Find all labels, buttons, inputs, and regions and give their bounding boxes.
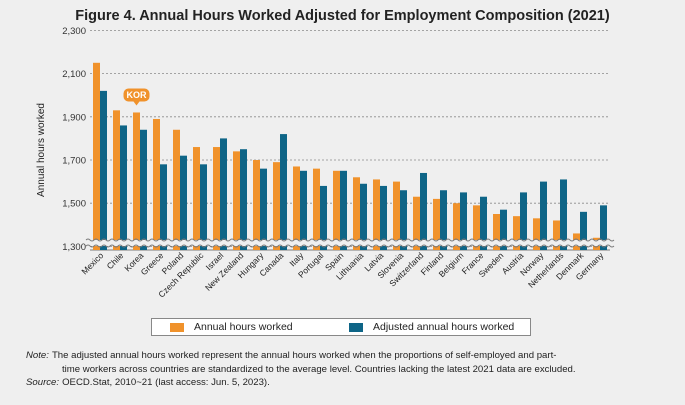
bar-adjusted <box>220 138 227 250</box>
bar-adjusted <box>540 181 547 250</box>
legend-label-adjusted: Adjusted annual hours worked <box>373 321 515 333</box>
bar-adjusted <box>380 185 387 250</box>
bar-annual <box>133 112 140 250</box>
chart-title: Figure 4. Annual Hours Worked Adjusted f… <box>75 8 610 24</box>
source-text: OECD.Stat, 2010~21 (last access: Jun. 5,… <box>62 377 270 388</box>
bar-adjusted <box>260 168 267 250</box>
y-tick-label: 1,900 <box>62 112 86 123</box>
bar-annual <box>313 168 320 250</box>
y-tick-label: 2,100 <box>62 69 86 80</box>
legend-item-adjusted: Adjusted annual hours worked <box>349 321 514 333</box>
bar-adjusted <box>480 196 487 250</box>
annotation-pointer <box>133 101 140 106</box>
note-text-1: The adjusted annual hours worked represe… <box>51 350 557 361</box>
bar-adjusted <box>500 209 507 250</box>
bar-annual <box>293 166 300 250</box>
bar-annual <box>253 160 260 250</box>
bar-adjusted <box>340 170 347 250</box>
bar-adjusted <box>560 179 567 250</box>
bar-annual <box>353 177 360 250</box>
bar-adjusted <box>320 185 327 250</box>
bar-adjusted <box>580 211 587 250</box>
bar-adjusted <box>440 190 447 250</box>
bar-annual <box>473 205 480 250</box>
bar-annual <box>553 220 560 250</box>
bar-adjusted <box>100 90 107 250</box>
bar-annual <box>533 218 540 250</box>
bar-adjusted <box>120 125 127 250</box>
y-tick-label: 1,500 <box>62 199 86 210</box>
bar-adjusted <box>140 129 147 250</box>
bar-adjusted <box>300 170 307 250</box>
bars <box>93 62 607 251</box>
legend-label-annual: Annual hours worked <box>194 321 293 333</box>
bar-annual <box>513 216 520 250</box>
legend-swatch-annual <box>170 322 184 332</box>
axis-break-band <box>86 240 614 246</box>
bar-adjusted <box>280 134 287 250</box>
y-tick-label: 1,300 <box>62 242 86 253</box>
bar-annual <box>413 196 420 250</box>
y-tick-label: 2,300 <box>62 26 86 37</box>
bar-annual <box>433 198 440 250</box>
x-tick-label: Greece <box>139 250 166 277</box>
bar-annual <box>93 62 100 250</box>
annotation-badge <box>123 88 150 102</box>
bar-annual <box>333 170 340 250</box>
bar-annual <box>193 147 200 250</box>
bar-adjusted <box>180 155 187 250</box>
bar-annual <box>233 151 240 250</box>
note-text-2: time workers across countries are standa… <box>62 363 576 375</box>
y-axis-title: Annual hours worked <box>36 103 47 197</box>
bar-adjusted <box>460 192 467 250</box>
legend-swatch-adjusted <box>349 322 363 332</box>
bar-annual <box>213 147 220 250</box>
bar-adjusted <box>520 192 527 250</box>
bar-annual <box>493 214 500 250</box>
bar-annual <box>153 118 160 251</box>
bar-chart: 1,300 1,500 1,700 1,900 2,100 2,300 Mexico Chil… <box>36 26 615 300</box>
x-tick-label: Mexico <box>79 250 105 276</box>
source: Source: OECD.Stat, 2010~21 (last access:… <box>26 376 671 390</box>
bar-adjusted <box>400 190 407 250</box>
bar-adjusted <box>160 164 167 250</box>
bar-adjusted <box>600 205 607 250</box>
bar-annual <box>373 179 380 250</box>
source-label: Source: <box>26 377 60 388</box>
y-tick-label: 1,700 <box>62 156 86 167</box>
bar-annual <box>273 162 280 250</box>
bar-adjusted <box>200 164 207 250</box>
bar-annual <box>173 129 180 250</box>
gridlines <box>90 29 610 251</box>
bar-adjusted <box>240 149 247 250</box>
x-tick-label: Chile <box>105 250 126 271</box>
axis-break <box>85 238 615 248</box>
axis-break-line <box>85 244 615 248</box>
legend-item-annual: Annual hours worked <box>170 321 293 333</box>
annotation-label: KOR <box>127 90 148 100</box>
note: Note: The adjusted annual hours worked r… <box>26 349 671 363</box>
bar-annual <box>113 110 120 250</box>
bar-annual <box>453 203 460 250</box>
bar-annual <box>393 181 400 250</box>
legend: Annual hours worked Adjusted annual hour… <box>151 318 531 336</box>
bar-adjusted <box>360 183 367 250</box>
bar-adjusted <box>420 172 427 250</box>
axis-break-line <box>85 238 615 242</box>
notes: Note: The adjusted annual hours worked r… <box>26 349 671 390</box>
note-label: Note: <box>26 350 49 361</box>
